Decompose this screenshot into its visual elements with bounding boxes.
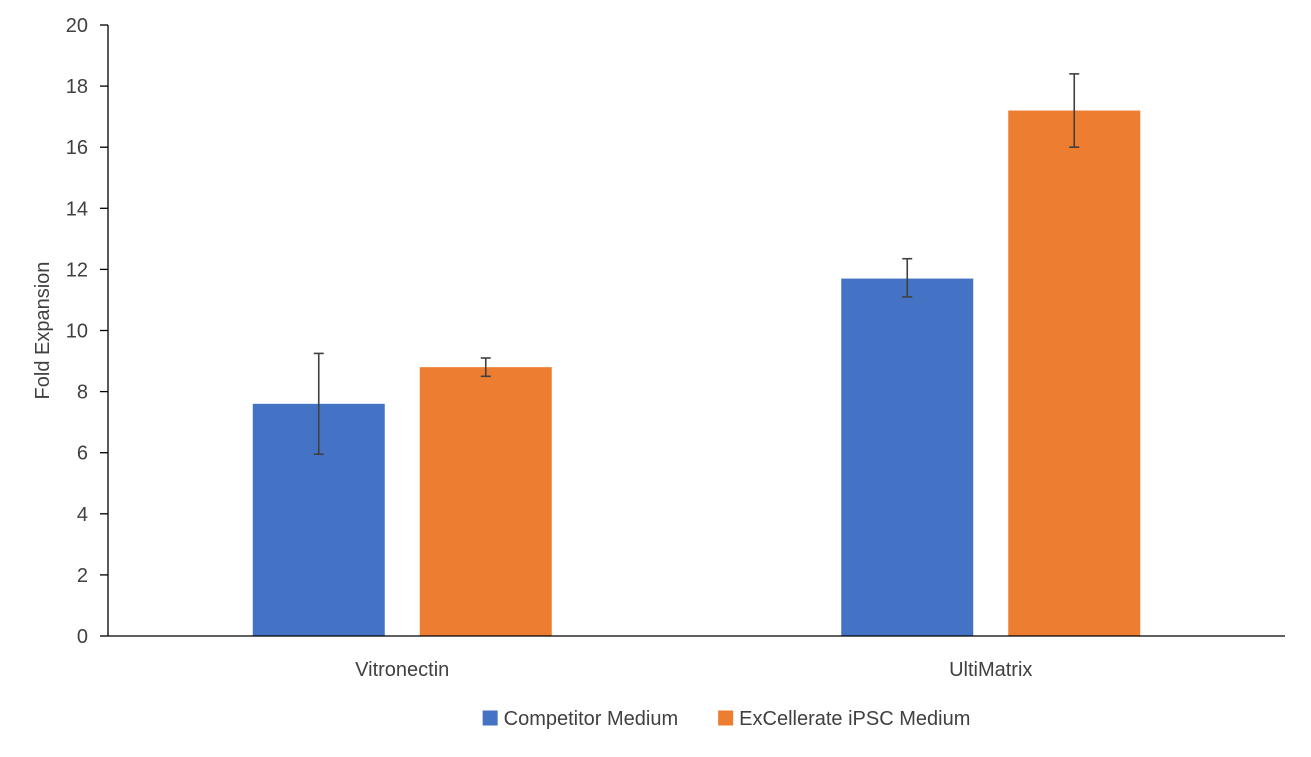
y-tick-label: 14	[66, 198, 88, 220]
y-tick-label: 8	[77, 382, 88, 404]
legend-label: ExCellerate iPSC Medium	[739, 708, 970, 730]
legend-label: Competitor Medium	[504, 708, 679, 730]
bars	[252, 110, 1141, 637]
error-bars	[313, 73, 1080, 456]
y-tick-label: 6	[77, 443, 88, 465]
legend-swatch	[718, 710, 734, 726]
y-tick-label: 18	[66, 76, 88, 98]
legend: Competitor Medium ExCellerate iPSC Medium	[482, 708, 970, 730]
y-tick-label: 2	[77, 565, 88, 587]
x-category-label: UltiMatrix	[949, 659, 1032, 681]
y-tick-label: 12	[66, 259, 88, 281]
x-category-label: Vitronectin	[355, 659, 449, 681]
y-tick-label: 4	[77, 504, 88, 526]
x-axis: Vitronectin UltiMatrix	[108, 635, 1285, 681]
y-axis: 0 2 4 6 8 10 12 14 16 18 20	[66, 15, 109, 648]
bar-ultimatrix-series-1	[841, 278, 974, 636]
bar-vitronectin-series-2	[419, 367, 552, 636]
legend-swatch	[482, 710, 498, 726]
bar-ultimatrix-series-2	[1008, 110, 1141, 637]
y-tick-label: 0	[77, 626, 88, 648]
y-tick-label: 16	[66, 137, 88, 159]
y-tick-label: 20	[66, 15, 88, 37]
y-axis-title: Fold Expansion	[32, 262, 54, 400]
y-tick-label: 10	[66, 321, 88, 343]
